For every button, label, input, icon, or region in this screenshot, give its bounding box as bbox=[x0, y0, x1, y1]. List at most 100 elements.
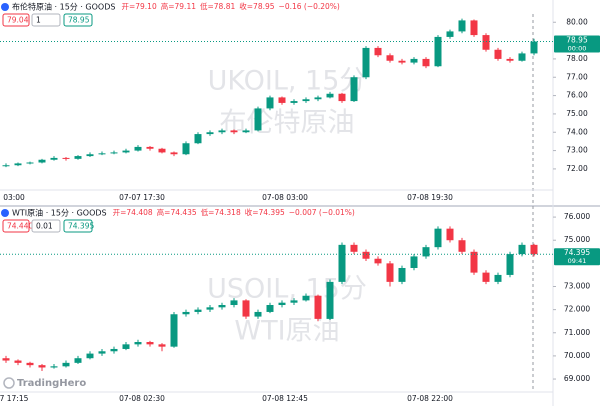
candle-body bbox=[110, 152, 118, 154]
candle-body bbox=[422, 247, 430, 257]
candle-body bbox=[62, 362, 70, 367]
candle-body bbox=[218, 305, 226, 308]
y-tick-label: 74.00 bbox=[566, 127, 588, 136]
candle-body bbox=[470, 20, 478, 36]
candle-body bbox=[374, 47, 382, 56]
candle-body bbox=[218, 130, 226, 133]
countdown: 00:00 bbox=[568, 45, 587, 53]
y-tick-label: 78.00 bbox=[566, 54, 588, 63]
candle-body bbox=[146, 342, 154, 345]
brand-name: TradingHero bbox=[17, 378, 86, 389]
candle-body bbox=[398, 267, 406, 282]
candle-body bbox=[314, 295, 322, 319]
candle-body bbox=[458, 20, 466, 32]
quote: 开=79.10 bbox=[121, 2, 156, 11]
last-price-label: 78.95 bbox=[566, 36, 588, 45]
watermark: UKOIL, 15分 bbox=[208, 66, 367, 97]
symbol-icon bbox=[1, 209, 9, 217]
candle-body bbox=[446, 31, 454, 37]
candle-body bbox=[374, 258, 382, 264]
candle-body bbox=[242, 130, 250, 133]
candle-body bbox=[110, 348, 118, 352]
y-tick-label: 80.00 bbox=[566, 17, 588, 26]
candle-body bbox=[182, 143, 190, 155]
candle-body bbox=[506, 254, 514, 275]
candle-body bbox=[338, 93, 346, 102]
quote: 高=74.435 bbox=[157, 207, 197, 217]
candle-body bbox=[470, 251, 478, 273]
candle-body bbox=[254, 311, 262, 317]
last-price-box bbox=[554, 35, 600, 53]
quote-box-label: 1 bbox=[36, 16, 41, 25]
candle-body bbox=[314, 97, 322, 100]
x-tick-label: 03:00 bbox=[3, 193, 25, 202]
x-tick-label: 07-08 22:00 bbox=[407, 394, 453, 403]
quote: 收=74.395 bbox=[245, 207, 285, 217]
y-tick-label: 73.000 bbox=[564, 281, 590, 290]
candle-body bbox=[2, 165, 10, 167]
candle-body bbox=[494, 274, 502, 282]
last-price-label: 74.395 bbox=[564, 248, 590, 257]
candle-body bbox=[206, 132, 214, 135]
candle-body bbox=[398, 60, 406, 63]
candle-body bbox=[410, 58, 418, 63]
quote: −0.16 (−0.20%) bbox=[279, 2, 340, 11]
candle-body bbox=[158, 148, 166, 153]
x-tick-label: 7 17:15 bbox=[0, 394, 29, 403]
x-tick-label: 07-07 17:30 bbox=[119, 193, 165, 202]
candle-body bbox=[530, 244, 538, 255]
y-tick-label: 75.000 bbox=[564, 235, 590, 244]
candle-body bbox=[86, 154, 94, 157]
quote-box-label: 79.04 bbox=[7, 16, 29, 25]
candle-body bbox=[386, 55, 394, 61]
countdown: 09:41 bbox=[568, 257, 587, 265]
x-tick-label: 07-08 19:30 bbox=[407, 193, 453, 202]
candle-body bbox=[290, 300, 298, 303]
y-tick-label: 71.000 bbox=[564, 328, 590, 337]
candle-body bbox=[74, 358, 82, 363]
candle-body bbox=[494, 49, 502, 59]
candle-body bbox=[194, 134, 202, 144]
quote: 收=78.95 bbox=[239, 1, 274, 11]
candle-body bbox=[146, 146, 154, 149]
quote: −0.007 (−0.01%) bbox=[289, 208, 355, 217]
brand: TradingHero bbox=[3, 377, 86, 389]
candle-body bbox=[362, 47, 370, 78]
candle-body bbox=[350, 77, 358, 102]
candle-body bbox=[134, 342, 142, 345]
candle-body bbox=[434, 228, 442, 248]
candle-body bbox=[254, 108, 262, 131]
candle-body bbox=[170, 152, 178, 155]
brand-logo bbox=[3, 377, 15, 389]
x-tick-label: 07-08 12:45 bbox=[262, 394, 308, 403]
candle-body bbox=[350, 244, 358, 252]
candle-body bbox=[134, 146, 142, 151]
y-tick-label: 76.000 bbox=[564, 212, 590, 221]
candle-body bbox=[14, 360, 22, 363]
quote: 低=78.81 bbox=[200, 1, 235, 11]
watermark: 布伦特原油 bbox=[220, 108, 355, 139]
quote: 开=74.408 bbox=[113, 208, 153, 217]
watermark: WTI原油 bbox=[234, 316, 339, 347]
candle-body bbox=[242, 300, 250, 317]
quote-box-label: 0.01 bbox=[36, 222, 53, 231]
candle-body bbox=[326, 281, 334, 319]
quote: 低=74.318 bbox=[201, 207, 241, 217]
candle-body bbox=[98, 153, 106, 155]
candle-body bbox=[290, 101, 298, 103]
candle-body bbox=[170, 314, 178, 347]
candle-body bbox=[458, 240, 466, 252]
quote: 高=79.11 bbox=[161, 1, 196, 11]
candle-body bbox=[122, 344, 130, 349]
y-tick-label: 73.00 bbox=[566, 146, 588, 155]
quote-box bbox=[2, 219, 30, 233]
y-tick-label: 72.00 bbox=[566, 164, 588, 173]
candle-body bbox=[62, 157, 70, 159]
candle-body bbox=[122, 150, 130, 153]
candle-body bbox=[278, 302, 286, 306]
y-tick-label: 77.00 bbox=[566, 72, 588, 81]
y-tick-label: 75.00 bbox=[566, 109, 588, 118]
symbol-icon bbox=[1, 3, 9, 11]
symbol: 布伦特原油 · 15分 · GOODS bbox=[12, 2, 115, 12]
